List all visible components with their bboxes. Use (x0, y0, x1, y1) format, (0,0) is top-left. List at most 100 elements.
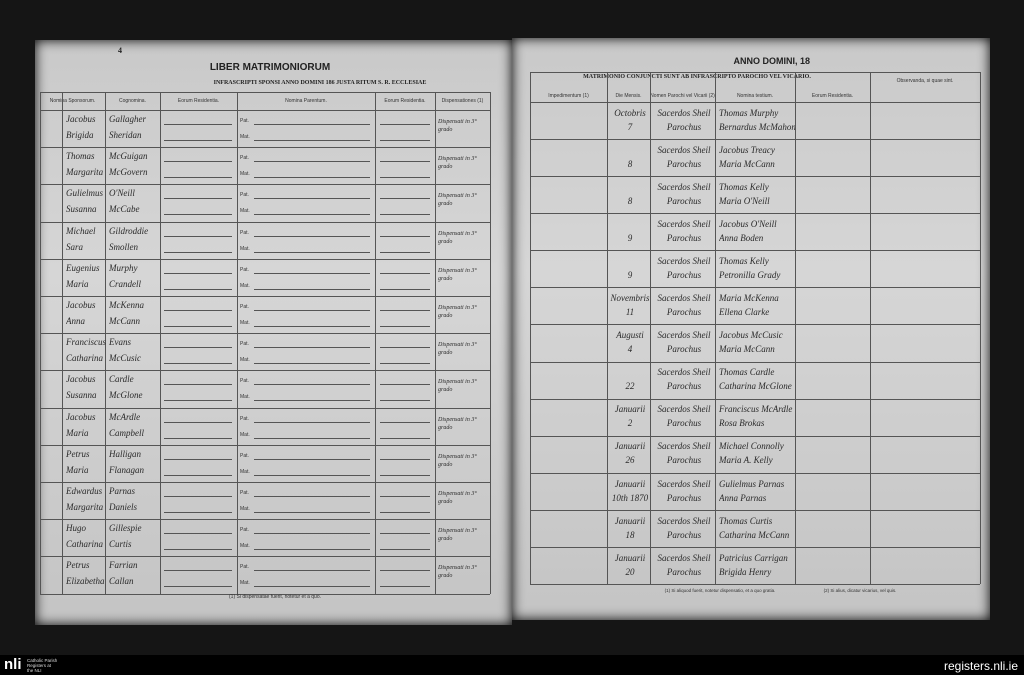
name: Eugenius (66, 262, 100, 273)
parent-label: Mat. (240, 468, 250, 475)
surname: Parnas (109, 486, 136, 496)
parent-label: Pat. (240, 266, 249, 273)
parent-label: Mat. (240, 171, 250, 178)
surname: McCann (109, 316, 140, 326)
date: 10th 1870 (611, 492, 649, 503)
parent-label: Mat. (240, 431, 250, 438)
surname: McCabe (109, 204, 140, 215)
rule (380, 586, 430, 588)
date: 9 (627, 270, 633, 281)
parent-label: Mat. (240, 134, 250, 140)
rule (530, 139, 980, 141)
rule (164, 421, 232, 423)
rule (650, 72, 651, 584)
rule (164, 533, 232, 535)
rule (40, 333, 490, 335)
date: Januarii (614, 515, 646, 526)
surname: Sheridan (109, 130, 142, 140)
priest: Parochus (666, 122, 702, 132)
rule (795, 72, 796, 584)
witness: Bernardus McMahon (719, 122, 795, 132)
dispensation-note: Dispensati in 3° grado (438, 119, 477, 133)
rule (254, 198, 370, 200)
rule (254, 512, 370, 513)
witness: Gulielmus Parnas (719, 478, 785, 489)
name: Jacobus (66, 300, 96, 310)
surname: McKenna (109, 300, 144, 310)
witness: Patricius Carrigan (719, 552, 788, 563)
column-header: Cognomina. (119, 98, 146, 104)
witness: Brigida Henry (719, 566, 772, 577)
priest: Parochus (666, 381, 702, 392)
rule (254, 177, 370, 179)
left-page (35, 40, 512, 625)
witness: Maria O'Neill (719, 196, 770, 207)
heading: MATRIMONIO CONJUNCTI SUNT AB INFRASCRIPT… (583, 74, 811, 80)
rule (40, 556, 490, 558)
rule (530, 176, 980, 178)
date: Januarii (614, 552, 646, 563)
parent-label: Mat. (240, 245, 250, 252)
date: Januarii (614, 441, 646, 452)
date: 26 (625, 455, 635, 466)
priest: Sacerdos Sheil (657, 256, 711, 267)
surname: Farrian (109, 560, 138, 571)
name: Susanna (66, 204, 97, 215)
priest: Sacerdos Sheil (657, 404, 711, 415)
parent-label: Pat. (240, 527, 249, 534)
rule (164, 586, 232, 588)
site-url: registers.nli.ie (943, 659, 1018, 673)
rule (164, 272, 232, 274)
witness: Thomas Cardle (719, 367, 775, 378)
date: 2 (627, 418, 633, 429)
surname: Gildroddie (109, 225, 149, 236)
name: Catharina (66, 539, 104, 550)
parent-label: Pat. (240, 155, 249, 162)
rule (530, 250, 980, 252)
rule (40, 407, 490, 409)
rule (530, 472, 980, 474)
rule (380, 533, 430, 535)
surname: O'Neill (109, 188, 135, 199)
date: 9 (627, 233, 633, 244)
name: Margarita (66, 167, 104, 178)
date: 11 (625, 307, 635, 318)
rule (254, 140, 370, 141)
rule (607, 72, 608, 584)
surname: Smollen (109, 241, 138, 252)
heading: INFRASCRIPTI SPONSI ANNO DOMINI 186 JUST… (213, 80, 427, 86)
name: Anna (66, 316, 85, 326)
column-header: Dispensationes (1) (441, 98, 484, 104)
rule (254, 214, 370, 216)
parent-label: Mat. (240, 580, 250, 587)
dispensation-note: Dispensati in 3° grado (438, 193, 477, 208)
rule (254, 161, 370, 163)
priest: Parochus (666, 270, 702, 281)
rule (380, 437, 430, 439)
name: Jacobus (66, 411, 96, 422)
rule (164, 458, 232, 460)
date: 8 (627, 159, 633, 170)
rule (254, 272, 370, 274)
rule (435, 92, 436, 594)
rule (40, 92, 41, 594)
witness: Ellena Clarke (719, 307, 770, 318)
page-title: ANNO DOMINI, 18 (733, 56, 810, 66)
rule (380, 272, 430, 274)
name: Margarita (66, 502, 104, 512)
dispensation-note: Dispensati in 3° grado (438, 267, 477, 282)
rule (380, 549, 430, 551)
witness: Petronilla Grady (719, 270, 781, 281)
rule (254, 326, 370, 327)
rule (164, 570, 232, 572)
priest: Parochus (666, 307, 702, 318)
column-header: Nomina Sponsorum. (49, 98, 96, 104)
logo: nli (4, 656, 22, 673)
dispensation-note: Dispensati in 3° grado (438, 528, 477, 543)
rule (237, 92, 238, 594)
rule (164, 288, 232, 290)
rule (164, 235, 232, 237)
rule (530, 324, 980, 326)
date: 7 (627, 122, 633, 132)
